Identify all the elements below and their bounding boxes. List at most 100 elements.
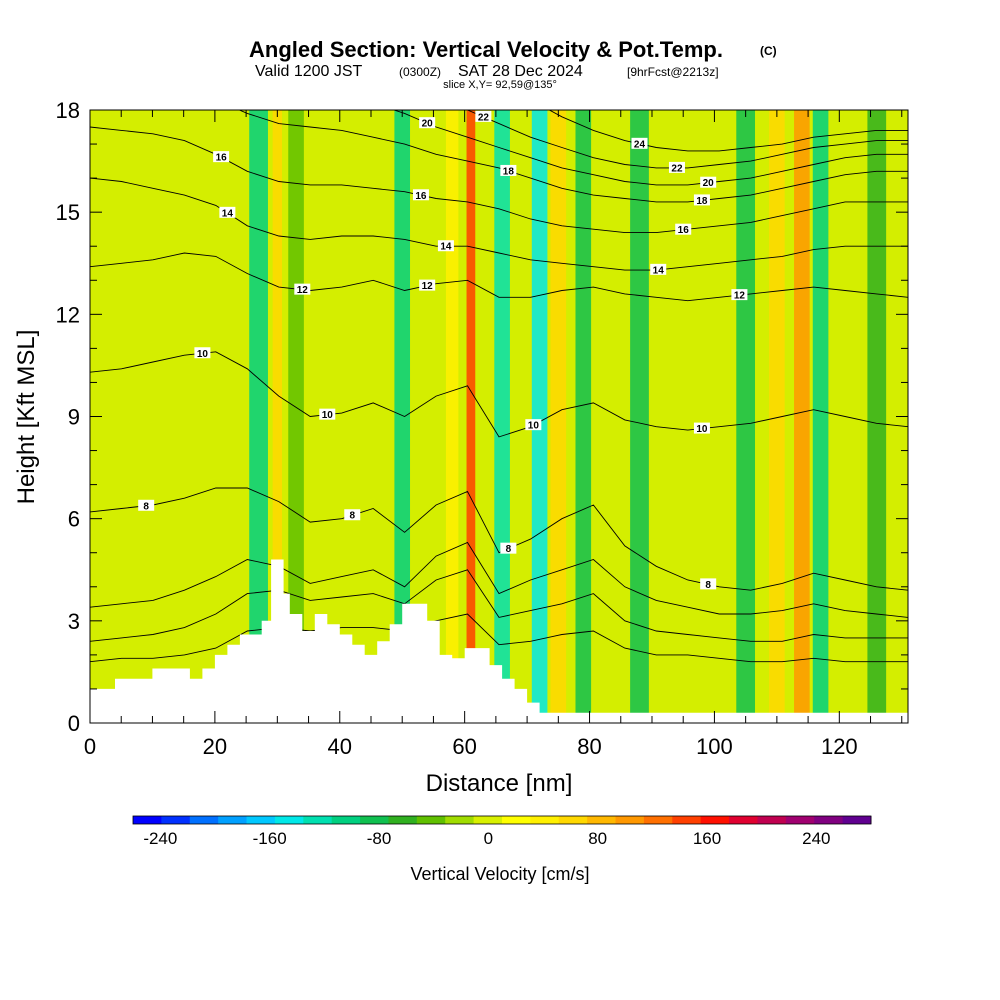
y-tick-label: 18: [56, 98, 80, 123]
chart-title: Angled Section: Vertical Velocity & Pot.…: [249, 37, 723, 62]
colorbar-swatch: [502, 816, 531, 824]
velocity-band-0: [249, 110, 268, 723]
x-tick-label: 120: [821, 734, 858, 759]
isentrope-label-8: 8: [349, 511, 355, 522]
isentrope-8: [90, 487, 908, 591]
isentrope-label-bg: [213, 151, 230, 163]
x-tick-label: 20: [203, 734, 227, 759]
x-tick-label: 40: [328, 734, 352, 759]
isentrope-label-bg: [500, 542, 517, 554]
colorbar-swatch: [757, 816, 787, 824]
isentrope-label-14: 14: [653, 265, 665, 276]
plot-area: 8 8 8 8 10 10 10 10 12 12 12 14 14 14 16 16 16 18 18 20 20 22…: [90, 110, 908, 723]
isentrope-label-22: 22: [671, 163, 683, 174]
colorbar: [132, 815, 872, 825]
velocity-band-5: [466, 110, 476, 723]
velocity-band-11: [736, 110, 756, 723]
isentrope-label-bg: [419, 117, 436, 129]
colorbar-label: Vertical Velocity [cm/s]: [410, 864, 589, 884]
isentrope-label-16: 16: [678, 225, 690, 236]
colorbar-swatch: [246, 816, 276, 824]
colorbar-swatch: [615, 816, 645, 824]
y-tick-label: 15: [56, 200, 80, 225]
velocity-band-9: [575, 110, 592, 723]
colorbar-swatch: [218, 816, 248, 824]
isentrope-label-bg: [675, 223, 692, 235]
velocity-band-7: [531, 110, 548, 723]
isentrope-label-16: 16: [415, 191, 427, 202]
isentrope-label-16: 16: [216, 153, 228, 164]
colorbar-swatch: [643, 816, 673, 824]
isentrope-20: [392, 110, 908, 186]
isentrope-label-8: 8: [705, 580, 711, 591]
isentrope-2: [90, 613, 908, 663]
colorbar-swatch: [416, 816, 446, 824]
isentrope-label-12: 12: [422, 281, 434, 292]
isentrope-label-bg: [294, 283, 311, 295]
isentrope-label-20: 20: [703, 178, 715, 189]
x-tick-label: 0: [84, 734, 96, 759]
isentrope-label-14: 14: [440, 242, 452, 253]
colorbar-swatch: [331, 816, 361, 824]
y-axis-label: Height [Kft MSL]: [13, 330, 40, 505]
colorbar-frame: [132, 815, 872, 825]
chart-title-mark: (C): [760, 44, 777, 58]
isentrope-4: [90, 569, 908, 642]
velocity-band-3: [394, 110, 411, 723]
colorbar-swatch: [842, 816, 872, 824]
isentrope-label-bg: [319, 408, 336, 420]
isentrope-label-bg: [631, 137, 648, 149]
terrain-mask: [90, 559, 908, 723]
velocity-band-8: [550, 110, 567, 723]
colorbar-tick-label: 80: [588, 829, 607, 848]
colorbar-tick-label: -240: [143, 829, 177, 848]
colorbar-tick-label: -160: [253, 829, 287, 848]
isentrope-12: [90, 252, 908, 302]
isentrope-label-8: 8: [143, 501, 149, 512]
colorbar-swatch: [530, 816, 560, 824]
isentrope-label-22: 22: [478, 112, 490, 123]
colorbar-swatch: [388, 816, 418, 824]
isentrope-label-bg: [412, 189, 429, 201]
colorbar-tick-label: 240: [802, 829, 830, 848]
velocity-band-2: [288, 110, 304, 723]
velocity-band-14: [812, 110, 829, 723]
isentrope-label-12: 12: [734, 291, 746, 302]
isentrope-label-bg: [731, 289, 748, 301]
x-tick-label: 60: [452, 734, 476, 759]
velocity-band-13: [794, 110, 810, 723]
isentrope-24: [548, 110, 908, 152]
isentrope-label-bg: [219, 206, 236, 218]
isentrope-label-bg: [437, 240, 454, 252]
isentrope-label-bg: [500, 164, 517, 176]
colorbar-swatch: [672, 816, 702, 824]
colorbar-swatch: [729, 816, 758, 824]
colorbar-swatch: [161, 816, 191, 824]
isentrope-label-bg: [668, 161, 685, 173]
velocity-band-6: [494, 110, 510, 723]
isentrope-label-bg: [693, 422, 710, 434]
y-tick-label: 6: [68, 507, 80, 532]
colorbar-swatch: [473, 816, 503, 824]
isentrope-label-18: 18: [503, 166, 515, 177]
velocity-band-10: [630, 110, 649, 723]
chart-title-group: Angled Section: Vertical Velocity & Pot.…: [249, 37, 777, 91]
colorbar-swatch: [133, 816, 162, 824]
velocity-band-15: [867, 110, 887, 723]
isentrope-label-bg: [194, 347, 211, 359]
velocity-band-12: [769, 110, 785, 723]
slice-label: slice X,Y= 92,59@135°: [443, 79, 557, 91]
x-tick-label: 80: [577, 734, 601, 759]
x-axis-label: Distance [nm]: [426, 770, 573, 797]
isentrope-label-8: 8: [506, 544, 512, 555]
isentrope-label-18: 18: [696, 196, 708, 207]
isentrope-10: [90, 351, 908, 438]
colorbar-swatch: [274, 816, 304, 824]
colorbar-tick-label: 0: [484, 829, 493, 848]
isentrope-label-bg: [700, 578, 717, 590]
isentrope-label-layer: 8 8 8 8 10 10 10 10 12 12 12 14 14 14 16 16 16 18 18 20 20 22…: [138, 110, 748, 591]
isentrope-label-12: 12: [297, 285, 309, 296]
colorbar-swatch: [303, 816, 333, 824]
colorbar-swatch: [700, 816, 730, 824]
